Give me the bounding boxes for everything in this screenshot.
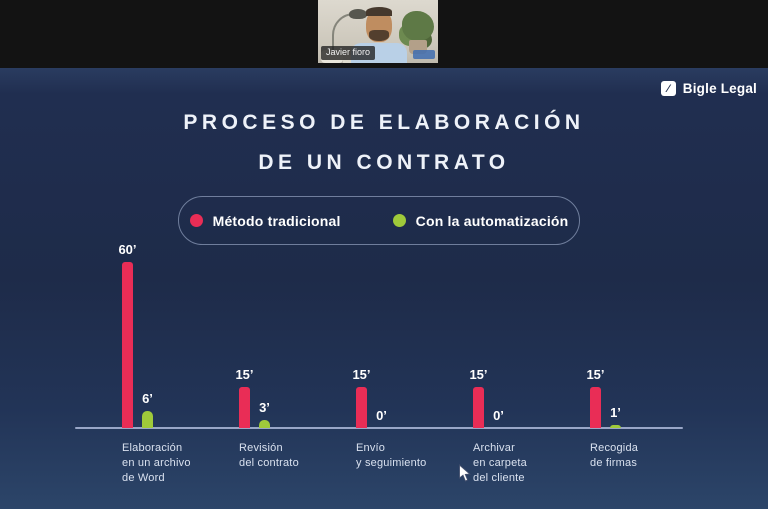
bar-value-label: 15’ (352, 366, 371, 382)
legend-label: Con la automatización (415, 212, 569, 229)
bar-metodo-tradicional (590, 386, 601, 428)
slide-title-line2: DE UN CONTRATO (258, 151, 510, 174)
legend-item-traditional: Método tradicional (189, 212, 341, 229)
category-label: Envío y seguimiento (356, 442, 427, 469)
bigle-logo-text: Bigle Legal (682, 81, 757, 96)
chart-legend: Método tradicional Con la automatización (178, 196, 580, 245)
bar-metodo-tradicional (356, 386, 367, 428)
meeting-top-bar: Javier fioro (0, 0, 768, 68)
mouse-cursor (459, 464, 471, 482)
bar-con-automatizacion (610, 425, 621, 428)
bar-con-automatizacion (142, 411, 153, 428)
bar-value-label: 1’ (610, 405, 621, 421)
participant-hair (366, 7, 392, 16)
bigle-logo-icon: ⁄ (660, 81, 676, 96)
bar-value-label: 0’ (376, 408, 387, 423)
category-label: Recogida de firmas (590, 442, 639, 469)
category-label: Elaboración en un archivo de Word (122, 442, 191, 484)
legend-dot-green (392, 214, 406, 227)
bar-value-label: 3’ (259, 399, 270, 415)
bar-value-label: 15’ (235, 366, 254, 382)
legend-label: Método tradicional (212, 212, 341, 229)
bar-value-label: 15’ (469, 366, 488, 382)
video-watermark (413, 50, 435, 59)
x-axis-line (75, 427, 683, 429)
floor-lamp (332, 13, 360, 63)
bar-value-label: 0’ (493, 408, 504, 423)
bar-value-label: 15’ (586, 366, 605, 382)
legend-item-automation: Con la automatización (392, 212, 569, 229)
participant-name-tag: Javier fioro (321, 46, 376, 60)
participant-beard (369, 30, 389, 41)
bar-con-automatizacion (259, 419, 270, 428)
bar-value-label: 60’ (118, 242, 137, 257)
participant-video[interactable]: Javier fioro (318, 0, 438, 63)
house-plant (402, 11, 434, 41)
bar-value-label: 6’ (142, 391, 153, 407)
bar-metodo-tradicional (473, 386, 484, 428)
category-label: Revisión del contrato (239, 442, 299, 469)
bar-metodo-tradicional (239, 386, 250, 428)
floor-lamp-shade (349, 9, 367, 19)
slide-title: PROCESO DE ELABORACIÓN DE UN CONTRATO (0, 103, 768, 183)
bar-metodo-tradicional (122, 262, 133, 428)
bigle-legal-logo: ⁄ Bigle Legal (660, 81, 757, 96)
slide-title-line1: PROCESO DE ELABORACIÓN (183, 111, 585, 134)
category-label: Archivar en carpeta del cliente (473, 442, 527, 484)
legend-dot-red (189, 214, 203, 227)
participant-name: Javier fioro (326, 47, 371, 57)
